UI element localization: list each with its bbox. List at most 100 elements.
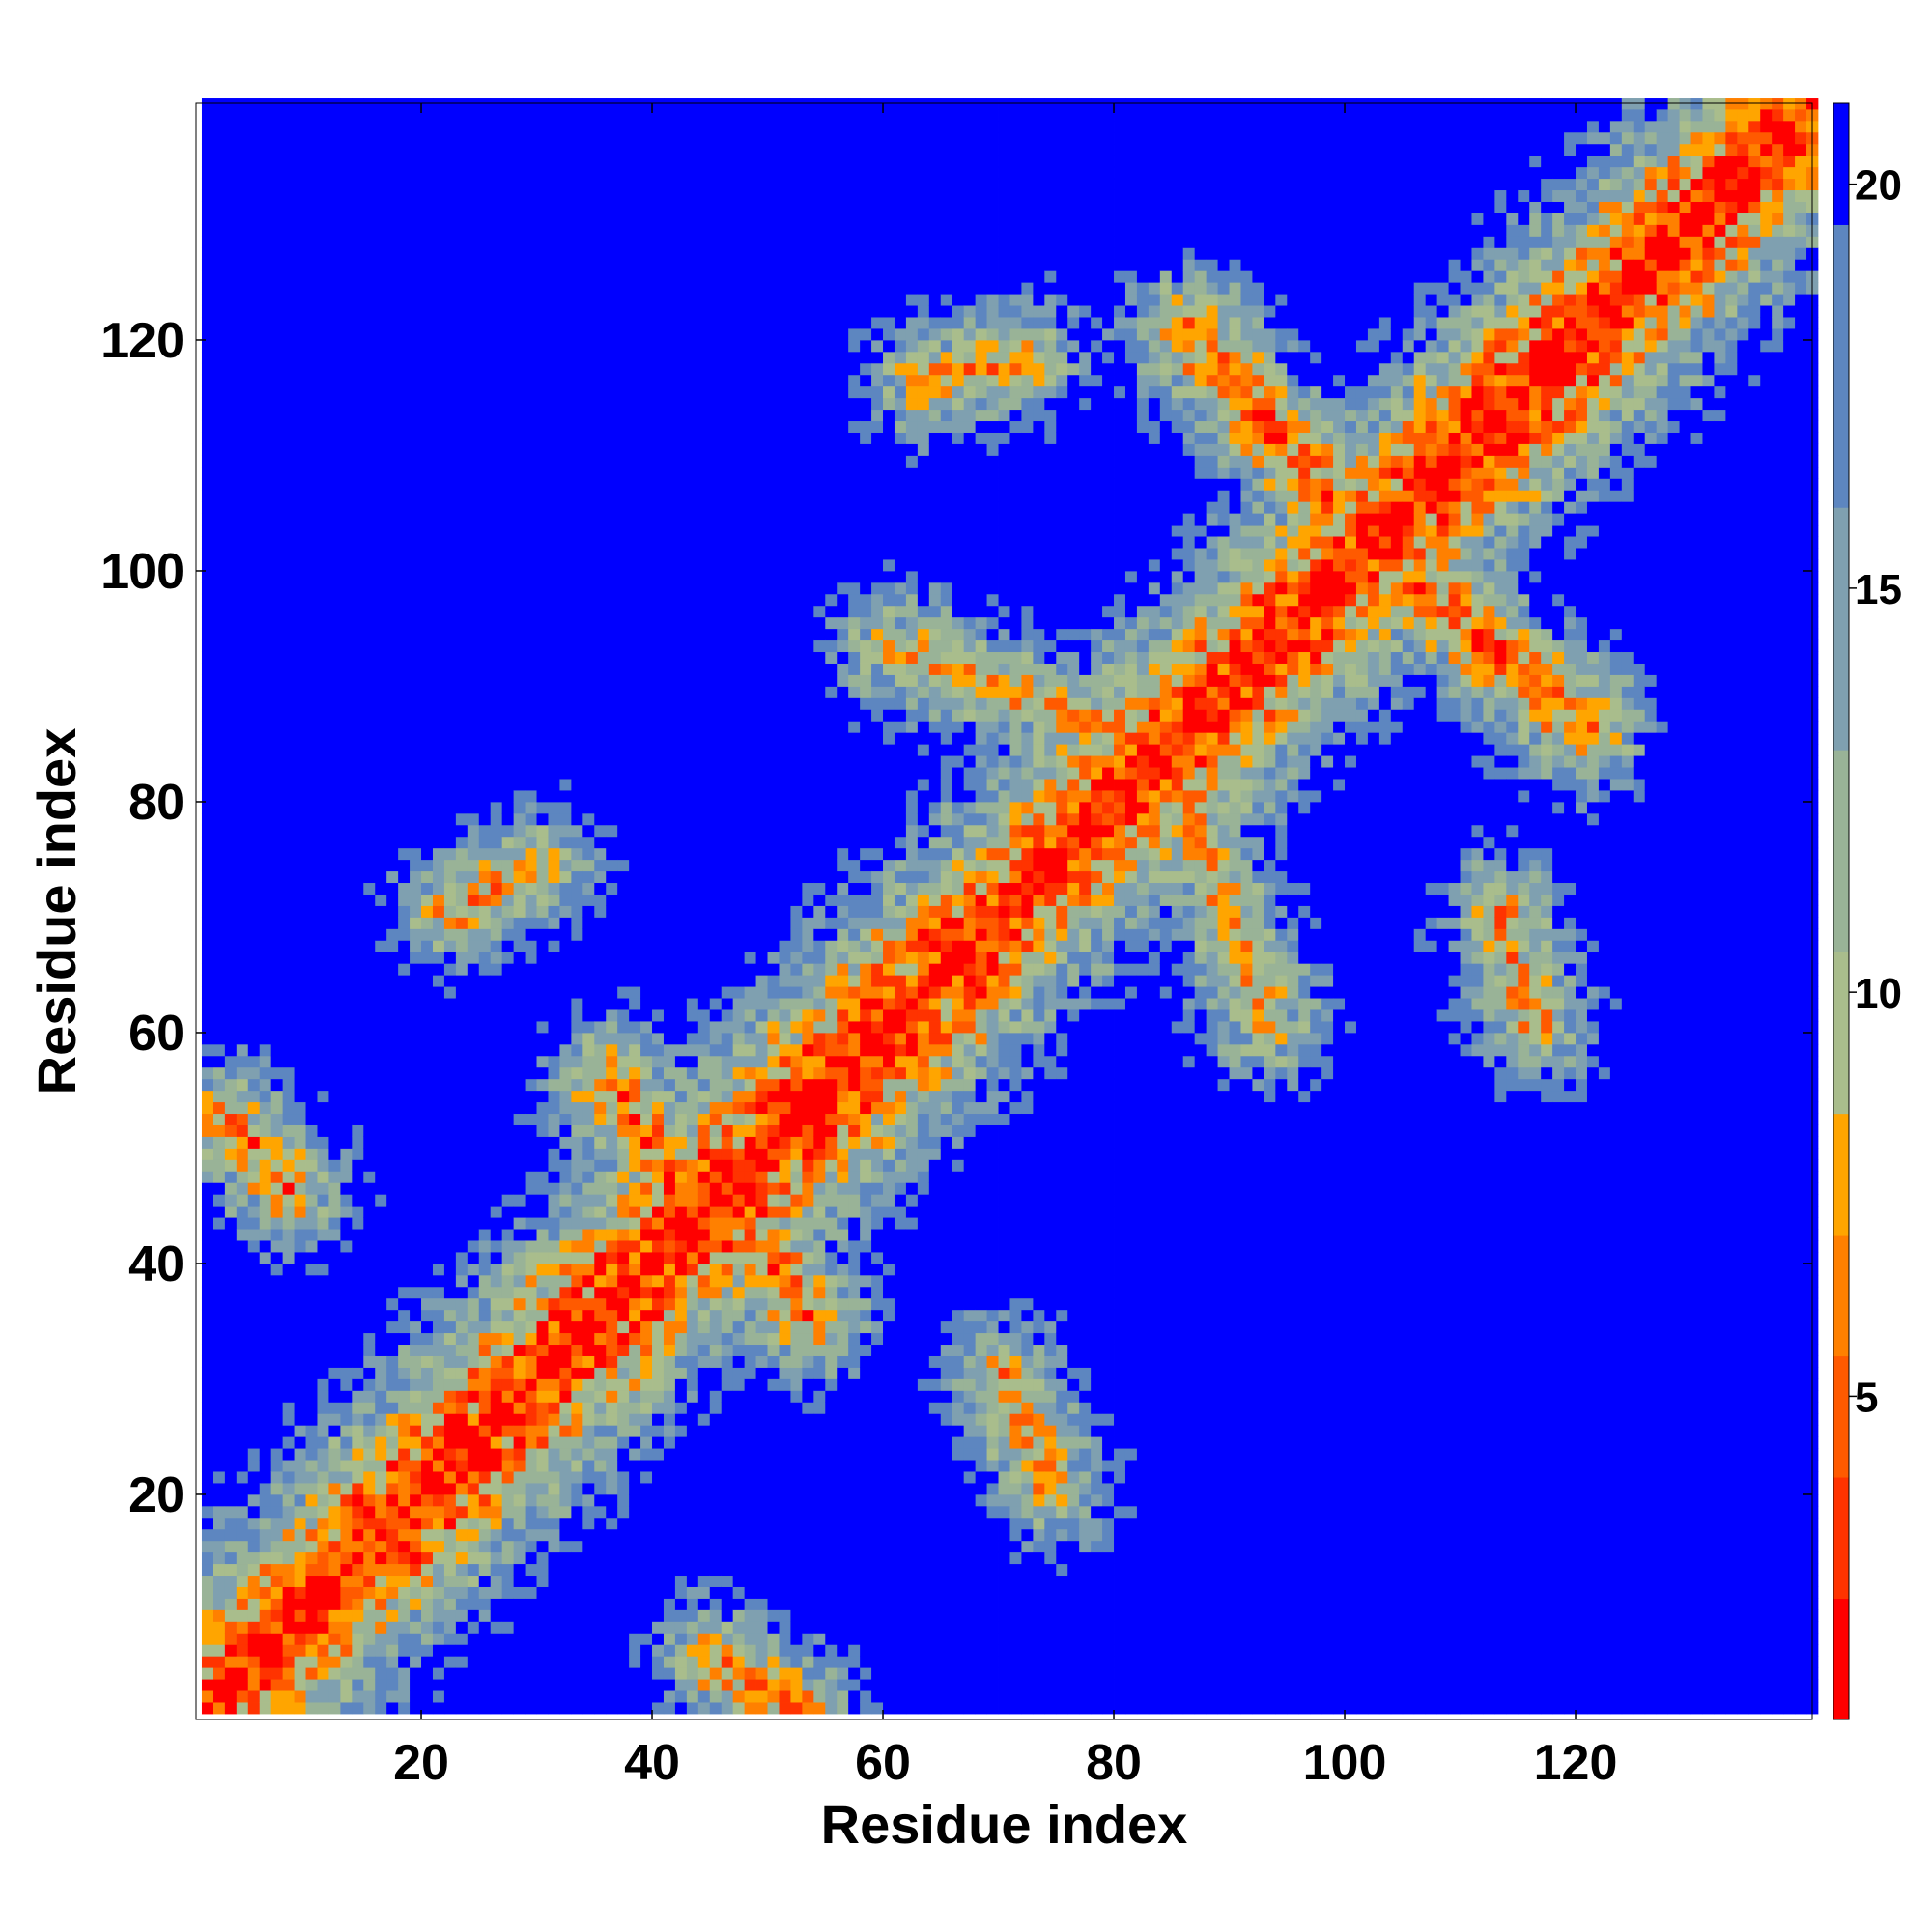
heatmap-cell [317, 339, 329, 353]
heatmap-cell [455, 812, 469, 826]
heatmap-cell [328, 409, 341, 422]
heatmap-cell [467, 420, 480, 433]
heatmap-cell [490, 882, 503, 895]
heatmap-cell [501, 536, 515, 549]
heatmap-cell [455, 1517, 469, 1530]
heatmap-cell [571, 351, 583, 364]
heatmap-cell [421, 305, 434, 318]
heatmap-cell [247, 663, 261, 675]
heatmap-cell [282, 767, 295, 780]
heatmap-cell [363, 639, 376, 653]
heatmap-cell [525, 1528, 537, 1542]
heatmap-cell [375, 744, 387, 756]
heatmap-cell [375, 1066, 387, 1080]
heatmap-cell [236, 952, 249, 964]
heatmap-cell [340, 1563, 353, 1577]
heatmap-cell [432, 374, 445, 387]
heatmap-cell [270, 1101, 284, 1115]
heatmap-cell [478, 166, 492, 180]
heatmap-cell [548, 709, 560, 722]
heatmap-cell [201, 166, 214, 180]
heatmap-cell [259, 189, 272, 202]
heatmap-cell [236, 166, 249, 180]
heatmap-cell [432, 639, 445, 653]
heatmap-cell [478, 836, 492, 849]
heatmap-cell [490, 1586, 503, 1599]
heatmap-cell [548, 236, 560, 248]
heatmap-cell [536, 1436, 549, 1449]
heatmap-cell [525, 455, 537, 468]
heatmap-cell [582, 420, 595, 433]
heatmap-cell [282, 201, 295, 213]
heatmap-cell [548, 317, 560, 329]
heatmap-cell [270, 143, 284, 156]
heatmap-cell [443, 952, 457, 964]
heatmap-cell [259, 1274, 272, 1288]
heatmap-cell [294, 1551, 306, 1565]
heatmap-cell [386, 975, 399, 987]
heatmap-cell [224, 1575, 238, 1587]
heatmap-cell [501, 870, 515, 884]
heatmap-cell [513, 536, 526, 549]
heatmap-cell [224, 362, 238, 376]
heatmap-cell [536, 1263, 549, 1276]
heatmap-cell [328, 1517, 341, 1530]
heatmap-cell [305, 1321, 318, 1334]
heatmap-cell [606, 1448, 618, 1461]
heatmap-cell [548, 1332, 560, 1346]
heatmap-cell [294, 582, 306, 595]
heatmap-cell [432, 894, 445, 906]
heatmap-cell [548, 905, 560, 918]
heatmap-cell [559, 385, 572, 399]
heatmap-cell [536, 328, 549, 341]
heatmap-cell [386, 870, 399, 884]
heatmap-cell [536, 1332, 549, 1346]
heatmap-cell [213, 1043, 226, 1057]
heatmap-cell [328, 1460, 341, 1472]
heatmap-cell [386, 467, 399, 479]
heatmap-cell [386, 1124, 399, 1137]
heatmap-cell [340, 998, 353, 1010]
heatmap-cell [270, 1378, 284, 1391]
heatmap-cell [559, 1436, 572, 1449]
heatmap-cell [525, 478, 537, 491]
heatmap-cell [410, 1101, 422, 1115]
heatmap-cell [455, 259, 469, 271]
heatmap-cell [282, 986, 295, 999]
heatmap-cell [478, 339, 492, 353]
heatmap-cell [386, 420, 399, 433]
heatmap-cell [270, 894, 284, 906]
heatmap-cell [443, 986, 457, 999]
heatmap-cell [443, 1460, 457, 1472]
heatmap-cell [305, 986, 318, 999]
heatmap-cell [328, 1586, 341, 1599]
heatmap-cell [375, 1390, 387, 1403]
heatmap-cell [363, 917, 376, 929]
heatmap-cell [282, 940, 295, 952]
heatmap-cell [582, 940, 595, 952]
heatmap-cell [201, 1598, 214, 1610]
heatmap-cell [478, 1229, 492, 1241]
heatmap-cell [455, 1229, 469, 1241]
heatmap-cell [501, 674, 515, 687]
heatmap-cell [340, 1483, 353, 1495]
heatmap-cell [455, 616, 469, 630]
heatmap-cell [386, 1113, 399, 1125]
heatmap-cell [282, 744, 295, 756]
heatmap-cell [548, 282, 560, 295]
heatmap-cell [501, 593, 515, 607]
heatmap-cell [410, 1286, 422, 1299]
heatmap-cell [478, 928, 492, 941]
heatmap-cell [421, 525, 434, 537]
heatmap-cell [513, 1367, 526, 1379]
heatmap-cell [236, 732, 249, 745]
heatmap-cell [478, 1344, 492, 1356]
heatmap-cell [247, 779, 261, 791]
heatmap-cell [247, 1043, 261, 1057]
heatmap-cell [501, 663, 515, 675]
heatmap-cell [443, 790, 457, 803]
heatmap-cell [501, 779, 515, 791]
heatmap-cell [410, 790, 422, 803]
heatmap-cell [582, 432, 595, 444]
heatmap-cell [398, 1297, 411, 1311]
